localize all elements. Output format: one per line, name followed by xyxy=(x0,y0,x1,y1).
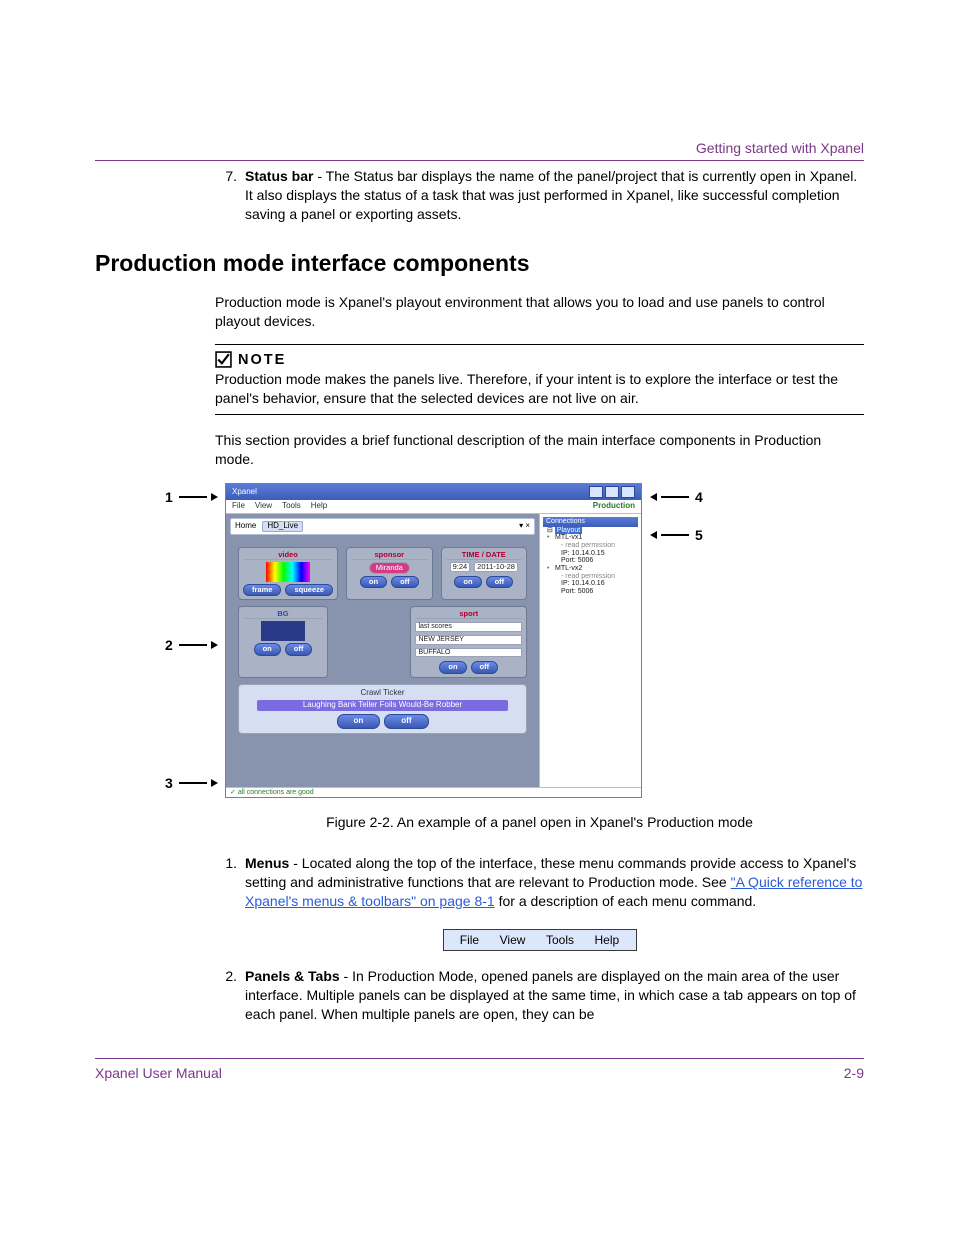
tab-hdlive[interactable]: HD_Live xyxy=(262,521,303,532)
item2-term: Panels & Tabs xyxy=(245,968,340,984)
tree-n1[interactable]: MTL-vx1 xyxy=(547,534,638,542)
callout-2: 2 xyxy=(165,637,173,653)
timedate-off-btn[interactable]: off xyxy=(486,576,514,588)
callout-1: 1 xyxy=(165,489,173,505)
menu-demo: File View Tools Help xyxy=(443,929,637,951)
sponsor-off-btn[interactable]: off xyxy=(391,576,419,588)
list7-term: Status bar xyxy=(245,168,313,184)
tree-n2-c1: Port: 5006 xyxy=(547,588,638,596)
shot-titlebar: Xpanel xyxy=(226,484,641,500)
demo-help[interactable]: Help xyxy=(595,933,620,947)
menu-tools[interactable]: Tools xyxy=(282,502,301,511)
card-sport: sport last scores NEW JERSEY BUFFALO on … xyxy=(410,606,527,678)
crawl-title: Crawl Ticker xyxy=(360,689,404,698)
menu-help[interactable]: Help xyxy=(311,502,327,511)
video-title: video xyxy=(243,551,333,560)
section-heading: Production mode interface components xyxy=(95,250,864,277)
crawl-off-btn[interactable]: off xyxy=(384,714,428,729)
crawl-bar: Laughing Bank Teller Foils Would-Be Robb… xyxy=(257,700,508,711)
sport-l2: NEW JERSEY xyxy=(415,635,522,645)
tree-sub1: - read permission xyxy=(547,542,638,550)
tree-root: ⊟ Playout xyxy=(547,527,638,535)
demo-tools[interactable]: Tools xyxy=(546,933,574,947)
tabbar: Home HD_Live ▾ × xyxy=(230,518,535,535)
card-sponsor: sponsor Miranda on off xyxy=(346,547,432,601)
sport-off-btn[interactable]: off xyxy=(471,661,499,673)
page-footer: Xpanel User Manual 2-9 xyxy=(95,1058,864,1081)
sport-on-btn[interactable]: on xyxy=(439,661,466,673)
sponsor-badge: Miranda xyxy=(369,562,410,574)
footer-left: Xpanel User Manual xyxy=(95,1065,222,1081)
note-label: NOTE xyxy=(238,352,286,368)
card-timedate: TIME / DATE 9:24 2011-10-28 on off xyxy=(441,547,527,601)
status-bar: ✓ all connections are good xyxy=(226,787,641,798)
item1-term: Menus xyxy=(245,855,289,871)
bg-off-btn[interactable]: off xyxy=(285,643,313,655)
shot-menus: File View Tools Help xyxy=(226,500,641,514)
tree-n1-c0: IP: 10.14.0.15 xyxy=(547,550,638,558)
crawl-on-btn[interactable]: on xyxy=(337,714,381,729)
bg-title: BG xyxy=(243,610,323,619)
tree-sub2: - read permission xyxy=(547,573,638,581)
card-video: video frame squeeze xyxy=(238,547,338,601)
mode-indicator: Production xyxy=(587,500,641,513)
callout-5: 5 xyxy=(695,527,703,543)
item1-num: 1. xyxy=(215,854,245,911)
item2-num: 2. xyxy=(215,967,245,1024)
tree-n2[interactable]: MTL-vx2 xyxy=(547,565,638,573)
bg-on-btn[interactable]: on xyxy=(254,643,281,655)
item1-t2: for a description of each menu command. xyxy=(495,893,756,909)
list-item-7: Status bar - The Status bar displays the… xyxy=(245,167,864,224)
intro2-para: This section provides a brief functional… xyxy=(215,431,864,469)
video-thumb xyxy=(266,562,310,582)
card-bg: BG on off xyxy=(238,606,328,678)
timedate-title: TIME / DATE xyxy=(446,551,522,560)
screenshot-mock: Xpanel File View Tools Help Production H… xyxy=(225,483,642,798)
connections-panel: Connections ⊟ Playout MTL-vx1 - read per… xyxy=(539,514,641,787)
checkbox-icon xyxy=(215,351,232,368)
note-header: NOTE xyxy=(215,344,864,368)
sport-title: sport xyxy=(415,610,522,619)
menu-file[interactable]: File xyxy=(232,502,245,511)
crawl-ticker: Crawl Ticker Laughing Bank Teller Foils … xyxy=(238,684,527,734)
note-body: Production mode makes the panels live. T… xyxy=(215,370,864,415)
page-header-right: Getting started with Xpanel xyxy=(95,140,864,156)
sponsor-on-btn[interactable]: on xyxy=(360,576,387,588)
item1-content: Menus - Located along the top of the int… xyxy=(245,854,864,911)
video-frame-btn[interactable]: frame xyxy=(243,584,281,596)
sport-l3: BUFFALO xyxy=(415,648,522,658)
item2-content: Panels & Tabs - In Production Mode, open… xyxy=(245,967,864,1024)
window-buttons xyxy=(589,486,635,498)
bg-thumb xyxy=(261,621,305,641)
sponsor-title: sponsor xyxy=(351,551,427,560)
list-num-7: 7. xyxy=(215,167,245,224)
menu-view[interactable]: View xyxy=(255,502,272,511)
sport-l1: last scores xyxy=(415,622,522,632)
tree-n2-c0: IP: 10.14.0.16 xyxy=(547,580,638,588)
list7-text: - The Status bar displays the name of th… xyxy=(245,168,857,222)
demo-view[interactable]: View xyxy=(500,933,526,947)
connections-header: Connections xyxy=(543,517,638,527)
callout-3: 3 xyxy=(165,775,173,791)
panel-area: Home HD_Live ▾ × video frame xyxy=(226,514,539,787)
header-rule xyxy=(95,160,864,161)
tab-home[interactable]: Home xyxy=(235,522,256,531)
tab-controls: ▾ × xyxy=(519,522,530,531)
timedate-time: 9:24 xyxy=(450,562,471,572)
demo-file[interactable]: File xyxy=(460,933,479,947)
tree-n1-c1: Port: 5006 xyxy=(547,557,638,565)
figure-wrap: 1 2 3 4 5 Xpanel File xyxy=(165,483,725,798)
callout-4: 4 xyxy=(695,489,703,505)
timedate-date: 2011-10-28 xyxy=(474,562,518,572)
timedate-on-btn[interactable]: on xyxy=(454,576,481,588)
video-squeeze-btn[interactable]: squeeze xyxy=(285,584,333,596)
figure-caption: Figure 2-2. An example of a panel open i… xyxy=(215,814,864,830)
intro-para: Production mode is Xpanel's playout envi… xyxy=(215,293,864,331)
shot-title: Xpanel xyxy=(232,488,257,497)
footer-right: 2-9 xyxy=(844,1065,864,1081)
